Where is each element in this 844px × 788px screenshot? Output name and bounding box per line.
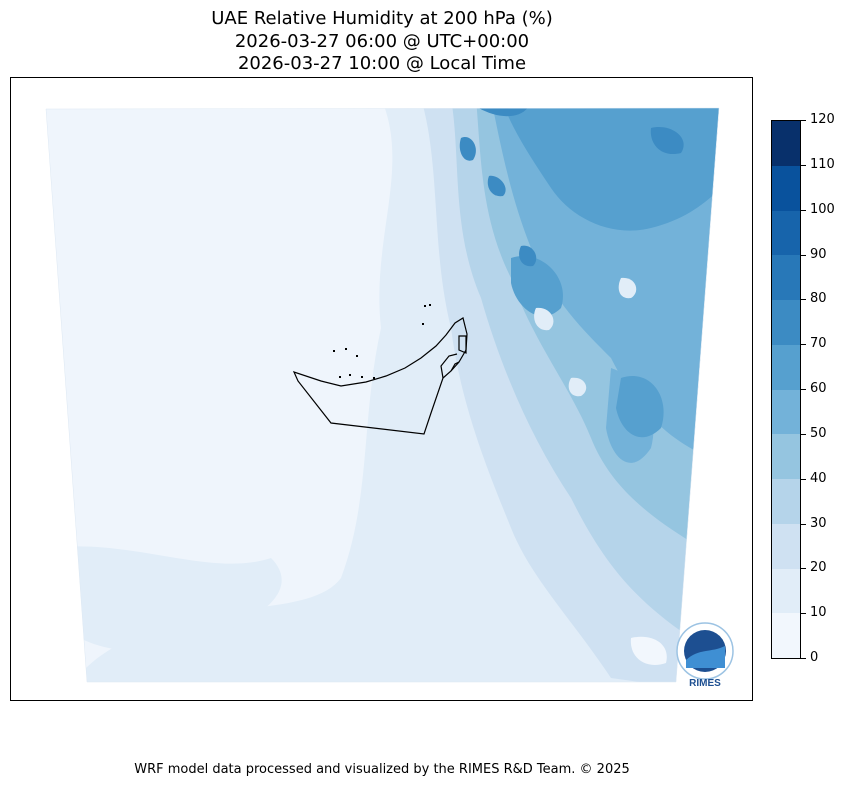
colorbar-tick-label: 30 — [810, 515, 827, 531]
colorbar-segment — [772, 299, 800, 345]
model-domain-edge — [45, 107, 720, 683]
humidity-field — [46, 108, 719, 682]
colorbar-segment — [772, 478, 800, 524]
colorbar-tick-label: 10 — [810, 605, 827, 621]
rimes-logo-text: RIMES — [689, 678, 721, 689]
local-time: 2026-03-27 10:00 @ Local Time — [237, 53, 527, 74]
map-title: UAE Relative Humidity at 200 hPa (%) — [211, 8, 553, 29]
colorbar-segment — [772, 612, 800, 658]
colorbar-tick — [801, 433, 806, 435]
footer-credit: WRF model data processed and visualized … — [134, 762, 630, 777]
colorbar-tick — [801, 658, 806, 659]
colorbar-segment — [772, 344, 800, 390]
humidity-low-b — [568, 377, 587, 397]
colorbar-tick-label: 90 — [810, 246, 827, 262]
colorbar-tick — [801, 299, 806, 301]
humidity-patch-60-70-b — [616, 376, 664, 438]
colorbar-tick — [801, 478, 806, 480]
uae-border — [292, 317, 468, 435]
colorbar-tick-label: 20 — [810, 560, 827, 576]
humidity-low-a — [534, 307, 554, 331]
humidity-band-60-70 — [501, 108, 719, 231]
uae-islands — [333, 304, 431, 379]
colorbar-tick-label: 120 — [810, 112, 835, 127]
humidity-core-70-80-d — [519, 245, 537, 267]
colorbar-tick — [801, 209, 806, 211]
colorbar-segment — [772, 568, 800, 614]
humidity-core-70-80-a — [471, 108, 531, 117]
colorbar-tick-label: 60 — [810, 381, 827, 396]
colorbar — [771, 120, 801, 659]
humidity-core-70-80-c — [487, 175, 506, 197]
colorbar-segment — [772, 433, 800, 479]
colorbar-tick-label: 50 — [810, 425, 827, 441]
colorbar-segment — [772, 389, 800, 435]
humidity-patch-60-70-a — [511, 256, 563, 317]
colorbar-tick — [801, 613, 806, 615]
colorbar-tick — [801, 164, 806, 166]
colorbar-tick-label: 110 — [810, 156, 835, 172]
rimes-logo: RIMES — [676, 622, 734, 689]
humidity-low-c — [618, 277, 637, 299]
colorbar-segment — [772, 210, 800, 256]
humidity-core-70-80-e — [650, 127, 684, 155]
colorbar-tick-label: 40 — [810, 470, 827, 486]
colorbar-segment — [772, 120, 800, 166]
colorbar-segment — [772, 165, 800, 211]
colorbar-tick — [801, 523, 806, 525]
utc-time: 2026-03-27 06:00 @ UTC+00:00 — [234, 31, 530, 52]
map-panel: RIMES — [10, 77, 753, 701]
colorbar-tick-label: 0 — [810, 650, 819, 665]
colorbar-tick-label: 70 — [810, 336, 827, 352]
colorbar-tick-label: 100 — [810, 201, 835, 217]
humidity-core-70-80-b — [459, 137, 476, 161]
colorbar-tick — [801, 344, 806, 346]
colorbar-tick — [801, 568, 806, 570]
colorbar-segment — [772, 254, 800, 300]
humidity-map: RIMES — [45, 107, 734, 689]
colorbar-tick — [801, 120, 806, 121]
colorbar-tick-label: 80 — [810, 291, 827, 307]
colorbar-tick — [801, 389, 806, 390]
humidity-patch-10-20 — [51, 546, 282, 651]
humidity-low-d — [630, 636, 667, 666]
colorbar-tick — [801, 254, 806, 256]
colorbar-segment — [772, 523, 800, 569]
